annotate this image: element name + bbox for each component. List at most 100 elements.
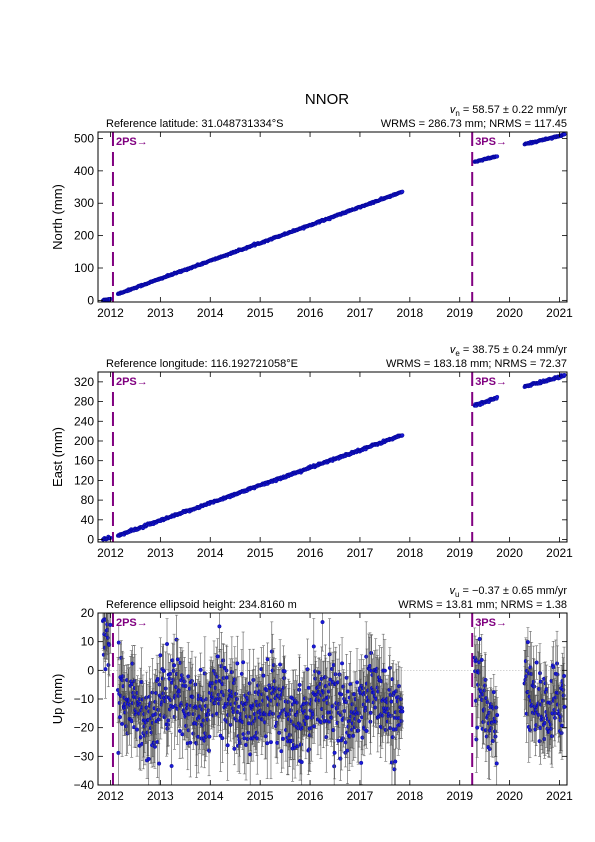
data-point: [255, 736, 260, 741]
data-point: [339, 692, 344, 697]
data-point: [153, 712, 158, 717]
data-point: [171, 677, 176, 682]
data-point: [177, 728, 182, 733]
data-point: [305, 667, 310, 672]
data-point: [234, 691, 239, 696]
data-point: [338, 756, 343, 761]
data-point: [157, 761, 162, 766]
data-point: [187, 712, 192, 717]
data-point: [562, 373, 567, 378]
data-point: [139, 680, 144, 685]
data-point: [341, 684, 346, 689]
data-point: [495, 394, 500, 399]
data-point: [229, 670, 234, 675]
data-point: [562, 132, 567, 137]
data-point: [165, 642, 170, 647]
x-tick-label: 2016: [297, 546, 324, 560]
data-point: [327, 652, 332, 657]
data-point: [190, 694, 195, 699]
data-point: [323, 675, 328, 680]
data-point: [287, 712, 292, 717]
data-point: [130, 701, 135, 706]
data-point: [324, 735, 329, 740]
x-tick-label: 2019: [446, 306, 473, 320]
x-tick-label: 2016: [297, 306, 324, 320]
data-point: [344, 699, 349, 704]
data-point: [213, 685, 218, 690]
data-point: [176, 693, 181, 698]
data-point: [232, 746, 237, 751]
data-point: [215, 654, 220, 659]
data-point: [342, 709, 347, 714]
data-point: [331, 728, 336, 733]
x-tick-label: 2012: [97, 306, 124, 320]
data-point: [298, 742, 303, 747]
data-point: [173, 693, 178, 698]
data-point: [282, 676, 287, 681]
data-point: [106, 663, 111, 668]
event-label: 3PS→: [475, 376, 507, 388]
data-point: [155, 677, 160, 682]
y-tick-label: 240: [74, 414, 94, 428]
data-point: [175, 657, 180, 662]
data-point: [241, 660, 246, 665]
data-point: [318, 720, 323, 725]
data-points: [100, 372, 567, 542]
y-tick-label: 40: [81, 513, 95, 527]
data-point: [231, 681, 236, 686]
panel-up: Reference ellipsoid height: 234.8160 m WR…: [50, 584, 573, 803]
data-point: [169, 764, 174, 769]
data-point: [158, 653, 163, 658]
y-tick-label: 320: [74, 375, 94, 389]
data-point: [206, 712, 211, 717]
data-point: [219, 689, 224, 694]
stats-label: WRMS = 286.73 mm; NRMS = 117.45: [381, 118, 567, 130]
data-point: [332, 764, 337, 769]
data-point: [103, 667, 108, 672]
data-point: [261, 673, 266, 678]
y-tick-label: 200: [74, 434, 94, 448]
data-point: [278, 662, 283, 667]
y-tick-label: 0: [87, 533, 94, 547]
data-point: [221, 658, 226, 663]
data-point: [231, 706, 236, 711]
data-point: [224, 668, 229, 673]
data-point: [108, 584, 112, 588]
data-point: [333, 672, 338, 677]
data-point: [182, 679, 187, 684]
data-point: [120, 674, 125, 679]
data-point: [152, 740, 157, 745]
data-point: [340, 736, 345, 741]
data-point: [241, 732, 246, 737]
data-point: [201, 718, 206, 723]
y-tick-label: 400: [74, 164, 94, 178]
data-point: [328, 710, 333, 715]
reference-label: Reference latitude: 31.048731334°S: [106, 118, 283, 130]
data-point: [298, 722, 303, 727]
data-point: [287, 732, 292, 737]
data-point: [316, 689, 321, 694]
data-points: [100, 132, 567, 302]
data-point: [317, 670, 322, 675]
data-point: [400, 433, 405, 438]
data-point: [107, 642, 112, 647]
x-tick-label: 2021: [546, 546, 573, 560]
data-point: [172, 663, 177, 668]
data-point: [271, 711, 276, 716]
data-point: [150, 690, 155, 695]
plot-frame: [97, 371, 568, 543]
data-point: [495, 154, 500, 159]
data-point: [138, 735, 143, 740]
data-point: [268, 740, 273, 745]
data-point: [161, 691, 166, 696]
x-tick-label: 2021: [546, 306, 573, 320]
data-point: [186, 728, 191, 733]
event-label: 2PS→: [116, 376, 148, 388]
data-point: [201, 698, 206, 703]
data-point: [344, 675, 349, 680]
panel-east: Reference longitude: 116.192721058°E WRMS…: [50, 344, 573, 560]
data-point: [220, 736, 225, 741]
data-point: [297, 682, 302, 687]
data-point: [163, 686, 168, 691]
